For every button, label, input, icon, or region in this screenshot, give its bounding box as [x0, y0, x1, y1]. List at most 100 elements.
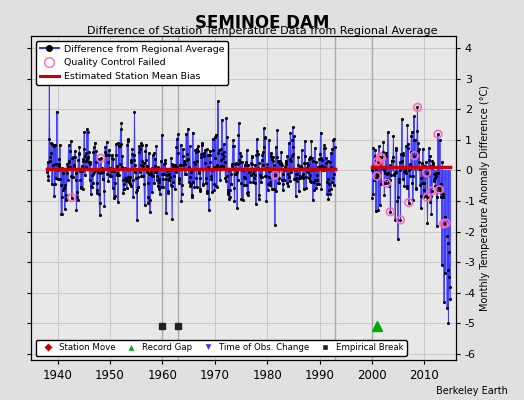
- Point: [172, 144, 181, 150]
- Point: [111, 180, 119, 187]
- Point: [60, 206, 69, 212]
- Point: [393, 198, 401, 205]
- Point: [114, 198, 122, 205]
- Point: [379, 167, 388, 174]
- Point: [418, 160, 426, 166]
- Point: [111, 193, 119, 199]
- Point: [311, 177, 320, 183]
- Point: [394, 235, 402, 242]
- Point: [102, 152, 110, 158]
- Point: [252, 201, 260, 207]
- Point: [322, 155, 330, 161]
- Point: [392, 146, 401, 153]
- Point: [120, 186, 128, 193]
- Point: [74, 157, 82, 163]
- Point: [374, 207, 383, 214]
- Point: [217, 117, 226, 123]
- Point: [422, 170, 431, 176]
- Point: [165, 177, 173, 184]
- Point: [168, 216, 176, 222]
- Point: [238, 159, 247, 165]
- Point: [372, 208, 380, 214]
- Point: [107, 172, 115, 179]
- Point: [248, 160, 257, 167]
- Point: [93, 190, 101, 196]
- Point: [256, 172, 264, 178]
- Point: [208, 188, 216, 195]
- Point: [212, 184, 221, 190]
- Point: [391, 169, 400, 175]
- Point: [102, 151, 110, 158]
- Point: [296, 173, 304, 179]
- Point: [319, 166, 327, 172]
- Point: [318, 163, 326, 169]
- Point: [275, 158, 283, 165]
- Point: [419, 194, 427, 200]
- Point: [298, 147, 306, 154]
- Point: [251, 180, 259, 187]
- Point: [268, 168, 276, 174]
- Point: [66, 164, 74, 170]
- Point: [225, 193, 234, 200]
- Point: [420, 187, 429, 194]
- Point: [228, 160, 236, 167]
- Point: [310, 179, 319, 186]
- Point: [62, 196, 71, 202]
- Point: [314, 164, 322, 170]
- Point: [96, 155, 105, 161]
- Point: [406, 161, 414, 168]
- Point: [215, 166, 223, 172]
- Point: [162, 210, 170, 216]
- Point: [271, 172, 279, 178]
- Point: [153, 172, 161, 179]
- Point: [393, 164, 401, 170]
- Point: [230, 198, 238, 204]
- Point: [189, 167, 197, 173]
- Point: [400, 166, 409, 173]
- Point: [385, 182, 393, 189]
- Point: [277, 149, 286, 156]
- Point: [408, 128, 416, 135]
- Point: [124, 136, 132, 142]
- Point: [122, 176, 130, 182]
- Point: [409, 136, 418, 143]
- Point: [304, 162, 312, 168]
- Point: [419, 163, 428, 170]
- Point: [402, 143, 410, 149]
- Point: [129, 152, 138, 158]
- Point: [185, 183, 194, 190]
- Point: [141, 166, 149, 172]
- Point: [275, 175, 283, 181]
- Point: [314, 181, 323, 188]
- Point: [368, 195, 376, 201]
- Point: [77, 184, 85, 190]
- Point: [302, 184, 310, 191]
- Point: [186, 174, 194, 180]
- Point: [74, 151, 83, 157]
- Point: [220, 153, 228, 159]
- Point: [418, 180, 427, 186]
- Point: [187, 180, 195, 187]
- Point: [152, 143, 160, 149]
- Point: [55, 163, 63, 169]
- Point: [324, 181, 333, 188]
- Point: [185, 143, 194, 149]
- Point: [427, 193, 435, 199]
- Point: [209, 163, 217, 170]
- Point: [433, 194, 441, 200]
- Point: [432, 172, 440, 179]
- Point: [396, 217, 405, 223]
- Point: [279, 181, 288, 187]
- Point: [100, 203, 108, 210]
- Point: [251, 172, 259, 178]
- Point: [132, 188, 140, 195]
- Point: [195, 186, 204, 192]
- Point: [150, 162, 159, 169]
- Point: [217, 157, 225, 164]
- Point: [270, 222, 279, 229]
- Point: [57, 182, 65, 188]
- Point: [248, 153, 256, 159]
- Point: [157, 166, 166, 172]
- Point: [78, 186, 86, 192]
- Point: [376, 154, 385, 160]
